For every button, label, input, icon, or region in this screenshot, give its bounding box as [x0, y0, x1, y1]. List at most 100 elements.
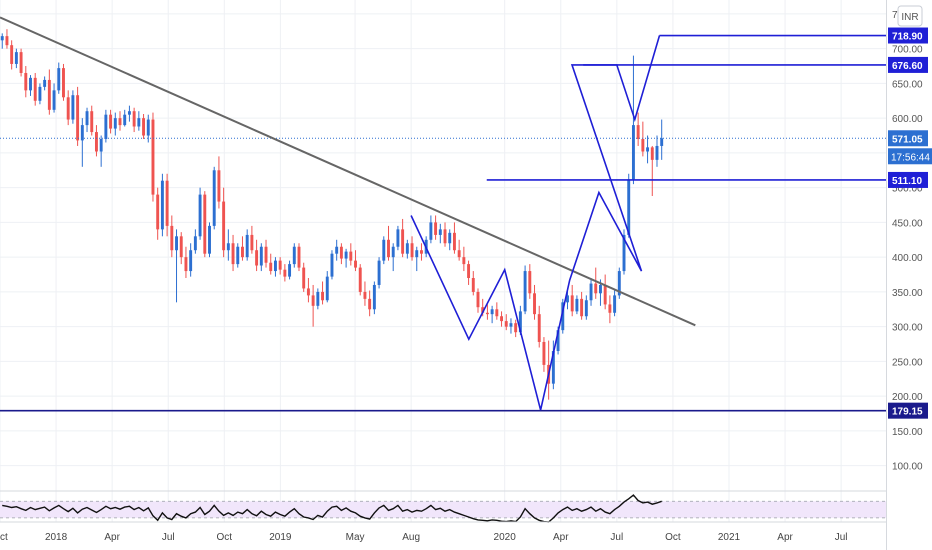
candle[interactable] — [396, 225, 400, 251]
candle[interactable] — [354, 250, 357, 272]
candle[interactable] — [19, 48, 23, 77]
candle[interactable] — [170, 215, 174, 258]
price-axis[interactable]: 100.00 150.00 200.00 250.00 300.00 350.00 400.… — [886, 0, 932, 550]
candle[interactable] — [231, 234, 235, 272]
candle[interactable] — [33, 72, 37, 106]
candle[interactable] — [99, 135, 103, 167]
candle[interactable] — [241, 236, 244, 261]
candle[interactable] — [429, 215, 433, 244]
candle[interactable] — [523, 265, 527, 315]
candle[interactable] — [179, 232, 183, 265]
candle[interactable] — [462, 246, 466, 272]
candle[interactable] — [269, 253, 273, 275]
level-price-tag[interactable]: 179.15 — [888, 402, 928, 419]
candle[interactable] — [401, 218, 405, 258]
candle[interactable] — [372, 281, 376, 315]
candle[interactable] — [575, 295, 579, 315]
candle[interactable] — [208, 222, 211, 258]
candle[interactable] — [603, 274, 607, 310]
candle[interactable] — [245, 229, 249, 261]
chart-drawings[interactable] — [0, 16, 886, 412]
level-price-tag[interactable]: 676.60 — [888, 56, 928, 73]
current-price-tag[interactable]: 571.05 — [888, 130, 928, 147]
candle[interactable] — [160, 173, 164, 237]
candle[interactable] — [570, 284, 574, 317]
candle[interactable] — [368, 290, 372, 317]
candle[interactable] — [236, 243, 240, 268]
candle[interactable] — [391, 243, 395, 272]
candle[interactable] — [184, 246, 188, 279]
candle[interactable] — [387, 225, 390, 261]
candle[interactable] — [434, 215, 438, 240]
candle[interactable] — [104, 109, 108, 143]
candle[interactable] — [584, 295, 588, 320]
candle[interactable] — [316, 288, 320, 310]
candle[interactable] — [660, 119, 664, 160]
candle[interactable] — [29, 75, 32, 96]
candle[interactable] — [94, 125, 98, 157]
candle[interactable] — [297, 243, 301, 272]
candle[interactable] — [278, 257, 282, 275]
candle[interactable] — [420, 243, 423, 261]
candle[interactable] — [339, 243, 343, 265]
candle[interactable] — [646, 135, 650, 164]
candle[interactable] — [594, 267, 598, 299]
candle[interactable] — [146, 114, 150, 143]
candle[interactable] — [650, 145, 654, 196]
candle[interactable] — [363, 281, 367, 306]
level-price-tag[interactable]: 718.90 — [888, 27, 928, 44]
candle[interactable] — [415, 246, 419, 272]
candle[interactable] — [377, 257, 381, 289]
candle[interactable] — [85, 107, 89, 133]
candle[interactable] — [631, 55, 635, 185]
candle[interactable] — [330, 250, 334, 280]
candle[interactable] — [123, 109, 127, 127]
candle[interactable] — [57, 62, 61, 94]
candle[interactable] — [349, 243, 353, 266]
candle[interactable] — [321, 281, 325, 305]
candle[interactable] — [113, 112, 117, 136]
candle[interactable] — [655, 135, 659, 167]
candle[interactable] — [203, 191, 207, 258]
candle[interactable] — [495, 302, 499, 320]
candle[interactable] — [325, 271, 329, 303]
candle[interactable] — [438, 223, 442, 244]
candle[interactable] — [561, 298, 565, 334]
candle[interactable] — [509, 318, 513, 334]
candle[interactable] — [38, 83, 42, 105]
candle[interactable] — [14, 48, 18, 69]
candle[interactable] — [217, 156, 221, 209]
candle[interactable] — [10, 40, 14, 70]
candle[interactable] — [514, 319, 518, 338]
candle[interactable] — [542, 337, 546, 372]
candle[interactable] — [617, 267, 621, 299]
candle[interactable] — [580, 291, 584, 320]
candle[interactable] — [193, 229, 197, 254]
candle[interactable] — [292, 243, 296, 268]
candle[interactable] — [264, 239, 268, 268]
candle[interactable] — [476, 288, 480, 313]
candle[interactable] — [5, 29, 9, 49]
candle[interactable] — [156, 187, 160, 240]
candle[interactable] — [335, 239, 339, 261]
level-price-tag[interactable]: 511.10 — [888, 171, 928, 188]
candle[interactable] — [132, 107, 136, 133]
candle[interactable] — [306, 278, 310, 303]
candle[interactable] — [118, 111, 122, 131]
candle[interactable] — [622, 229, 626, 275]
time-axis[interactable]: Oct 2018 Apr Jul Oct 2019 May Aug 2020 Apr Jul Oct 2… — [0, 532, 848, 543]
candle[interactable] — [66, 90, 70, 126]
candle[interactable] — [589, 278, 593, 306]
candle[interactable] — [250, 225, 254, 254]
candle[interactable] — [222, 187, 226, 258]
candle[interactable] — [255, 239, 259, 272]
candle[interactable] — [109, 109, 113, 134]
candle[interactable] — [71, 90, 75, 124]
candle[interactable] — [127, 105, 131, 122]
candle[interactable] — [43, 76, 47, 91]
candle[interactable] — [175, 229, 178, 303]
candle[interactable] — [613, 290, 617, 317]
candle[interactable] — [533, 284, 536, 320]
candle[interactable] — [137, 111, 141, 131]
